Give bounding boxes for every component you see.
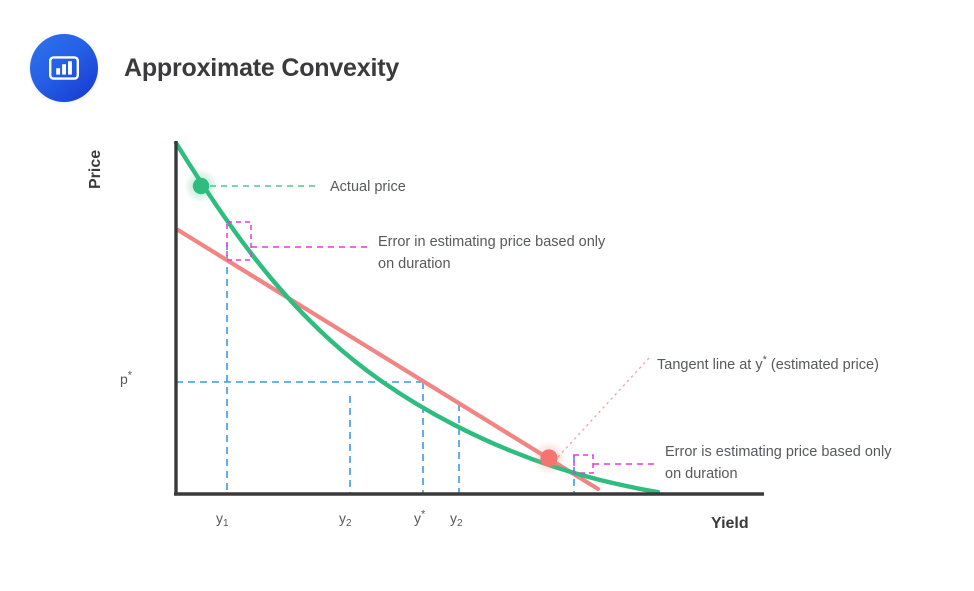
x-tick-label-ystar: y*: [414, 508, 426, 526]
annotation-error-right-line1: Error is estimating price based only: [665, 444, 892, 460]
y-axis-title: Price: [87, 149, 104, 189]
annotation-error-left-line2: on duration: [378, 256, 451, 272]
annotation-error-left-line1: Error in estimating price based only: [378, 234, 606, 250]
x-tick-ystar-star: *: [421, 508, 426, 521]
y-tick-pstar-base: p: [120, 371, 128, 387]
annotation-tangent-star: *: [762, 354, 767, 367]
annotation-error-right-line2: on duration: [665, 466, 738, 482]
x-tick-label-y2-first: y2: [339, 510, 352, 529]
annotation-tangent-line: Tangent line at y* (estimated price): [657, 354, 879, 376]
price-yield-curve: [173, 140, 661, 495]
x-tick-label-y2-second: y2: [450, 510, 463, 529]
error-box-right: [573, 454, 594, 474]
page-header: Approximate Convexity: [30, 30, 630, 106]
annotation-error-left: Error in estimating price based only on …: [378, 231, 668, 275]
guide-lines: [176, 243, 575, 493]
x-tick-y2a-base: y: [339, 510, 346, 526]
annotation-tangent-suffix: (estimated price): [766, 357, 879, 373]
x-tick-ystar-base: y: [414, 510, 421, 526]
annotation-actual-price: Actual price: [330, 179, 406, 195]
y-tick-pstar-star: *: [127, 369, 133, 382]
tangent-line: [175, 227, 601, 492]
x-tick-y2b-base: y: [450, 510, 457, 526]
error-box-left: [226, 221, 252, 261]
x-tick-y2b-sub: 2: [457, 518, 463, 529]
actual-price-marker: [184, 169, 218, 203]
x-tick-label-y1: y1: [216, 510, 229, 529]
annotation-tangent-prefix: Tangent line at y: [657, 357, 763, 373]
estimated-price-marker: [532, 441, 566, 475]
x-axis-title: Yield: [711, 515, 749, 532]
page-title: Approximate Convexity: [124, 53, 400, 82]
x-tick-y2a-sub: 2: [346, 518, 352, 529]
x-tick-y1-base: y: [216, 510, 223, 526]
x-tick-y1-sub: 1: [223, 518, 229, 529]
annotation-error-right: Error is estimating price based only on …: [665, 441, 945, 485]
leader-tangent-line: [557, 357, 650, 458]
bar-chart-icon: [30, 34, 98, 102]
y-tick-label-pstar: p*: [120, 369, 133, 387]
